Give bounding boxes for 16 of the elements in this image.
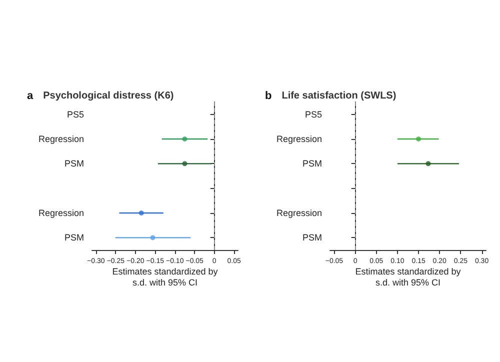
y-tick-label: Regression: [276, 134, 322, 144]
chart-title: Psychological distress (K6): [43, 90, 174, 102]
x-axis-title: Estimates standardized by s.d. with 95% CI: [355, 266, 462, 288]
y-tick-label: PS5: [66, 109, 84, 120]
y-tick-label: Regression: [38, 134, 84, 144]
y-tick-label: PSM: [64, 158, 84, 169]
text: a: [27, 90, 34, 102]
chart-title: Life satisfaction (SWLS): [282, 90, 396, 102]
text: b: [265, 90, 272, 102]
x-axis-title: Estimates standardized by s.d. with 95% CI: [112, 266, 218, 288]
y-tick-label: Regression: [38, 208, 84, 218]
y-tick-label: PSM: [302, 158, 322, 169]
y-tick-label: PS5: [304, 109, 322, 120]
y-tick-label: Regression: [276, 208, 322, 218]
y-tick-label: PSM: [64, 232, 84, 243]
y-tick-label: PSM: [302, 232, 322, 243]
